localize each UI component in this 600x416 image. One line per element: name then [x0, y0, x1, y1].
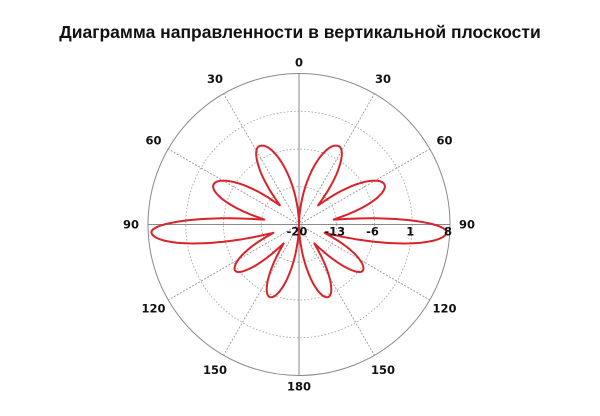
angle-tick-label: 180	[287, 380, 311, 394]
radial-tick-label: -13	[324, 225, 345, 239]
radial-tick-label: -20	[287, 225, 308, 239]
angle-tick-label: 30	[375, 72, 391, 86]
angle-tick-label: 120	[141, 302, 165, 316]
angle-tick-label: 120	[432, 302, 456, 316]
angle-tick-label: 60	[436, 134, 452, 148]
radial-tick-label: 1	[406, 225, 414, 239]
angle-tick-label: 150	[371, 363, 395, 377]
radial-tick-label: -6	[366, 225, 379, 239]
chart-title: Диаграмма направленности в вертикальной …	[59, 22, 541, 42]
angle-tick-label: 0	[295, 56, 303, 70]
angle-tick-label: 90	[123, 218, 139, 232]
angle-tick-label: 30	[207, 72, 223, 86]
angle-tick-label: 60	[145, 134, 161, 148]
angle-tick-label: 150	[203, 363, 227, 377]
angle-tick-label: 90	[459, 218, 475, 232]
radial-tick-label: 8	[444, 225, 452, 239]
pattern-line	[150, 144, 448, 299]
